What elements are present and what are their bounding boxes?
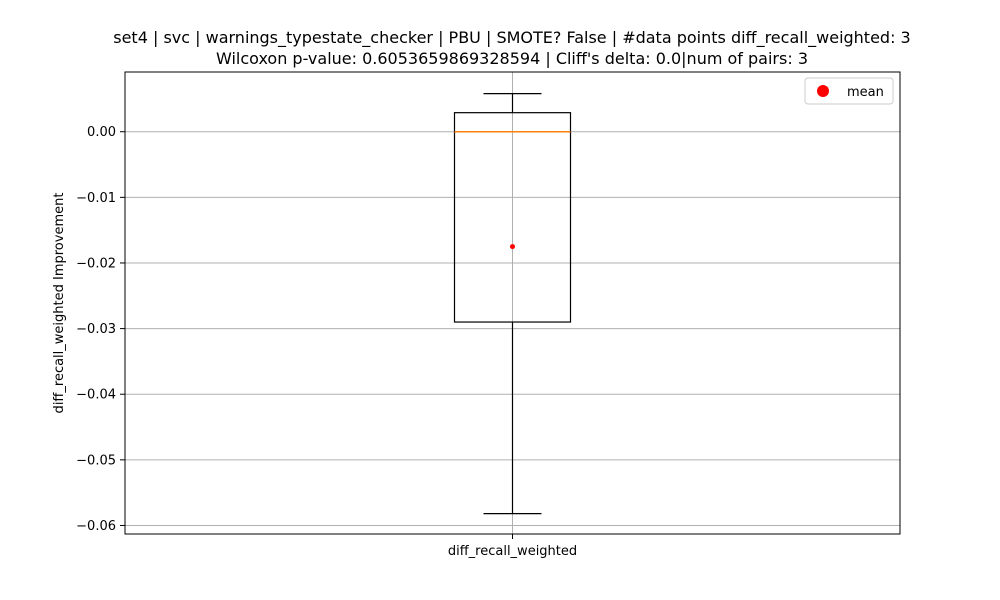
y-tick-label: −0.01 <box>76 191 116 206</box>
legend-mean-marker <box>817 85 829 97</box>
y-tick-label: 0.00 <box>87 125 116 140</box>
box-elements <box>453 93 572 515</box>
mean-marker <box>510 244 515 250</box>
chart-title-line-1: set4 | svc | warnings_typestate_checker … <box>113 28 910 48</box>
y-tick-label: −0.04 <box>76 388 116 403</box>
chart-title-line-2: Wilcoxon p-value: 0.6053659869328594 | C… <box>216 49 808 68</box>
legend: mean <box>804 77 894 105</box>
y-tick-label: −0.03 <box>76 322 116 337</box>
legend-frame <box>804 77 894 105</box>
axes: 0.00 −0.01 −0.02 −0.03 −0.04 −0.05 −0.06 diff_r… <box>76 71 901 559</box>
y-axis-label: diff_recall_weighted Improvement <box>52 193 67 414</box>
x-tick-label: diff_recall_weighted <box>448 544 577 559</box>
interquartile-box <box>453 112 572 323</box>
y-tick-label: −0.02 <box>76 256 116 271</box>
y-tick-label: −0.06 <box>76 519 116 534</box>
y-tick-label: −0.05 <box>76 453 116 468</box>
legend-mean-label: mean <box>847 85 884 100</box>
